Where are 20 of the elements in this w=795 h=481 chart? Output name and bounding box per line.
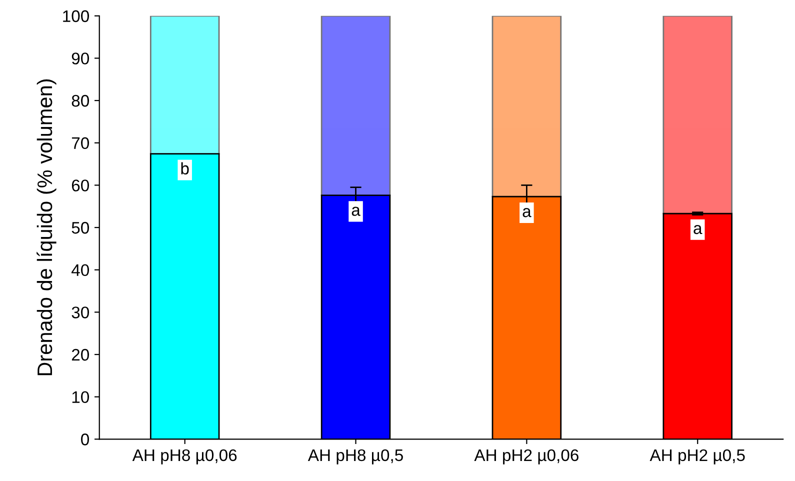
y-tick-label: 40 [72, 264, 90, 276]
y-tick-label: 20 [72, 348, 90, 361]
y-tick-label: 60 [72, 180, 90, 192]
y-tick-label: 100 [63, 10, 90, 22]
y-tick-label: 50 [72, 222, 90, 234]
annotation: a [522, 208, 532, 218]
annotation: a [352, 206, 360, 216]
x-tick-label: AH pH8 µ0,06 [132, 449, 237, 464]
annotation: b [181, 162, 189, 174]
y-axis-title: Drenado de líquido (% volumen) [36, 79, 56, 376]
x-tick-label: AH pH2 µ0,06 [474, 449, 578, 464]
y-tick-label: 30 [72, 306, 90, 318]
y-tick-label: 90 [72, 52, 90, 64]
x-tick-label: AH pH2 µ0,5 [650, 449, 745, 464]
y-tick-label: 70 [72, 137, 90, 150]
y-tick-label: 80 [72, 94, 90, 107]
y-tick-label: 10 [72, 391, 90, 404]
y-tick-label: 0 [81, 434, 89, 446]
x-tick-label: AH pH8 µ0,5 [308, 449, 403, 464]
annotation: a [694, 224, 702, 234]
